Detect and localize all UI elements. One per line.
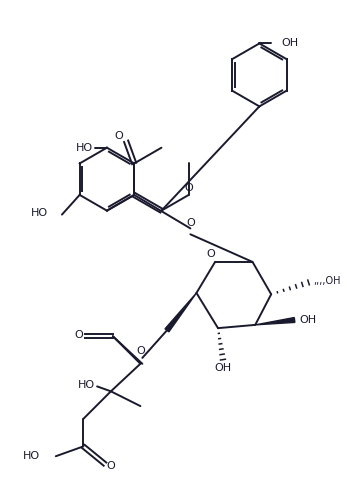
- Text: O: O: [136, 346, 145, 356]
- Text: O: O: [207, 249, 215, 259]
- Text: O: O: [186, 218, 195, 228]
- Text: OH: OH: [281, 38, 298, 48]
- Polygon shape: [165, 293, 196, 332]
- Text: HO: HO: [31, 208, 48, 218]
- Text: ,,,,OH: ,,,,OH: [313, 276, 341, 286]
- Text: O: O: [107, 461, 115, 471]
- Text: HO: HO: [78, 380, 95, 390]
- Text: OH: OH: [214, 364, 231, 374]
- Text: O: O: [74, 330, 83, 340]
- Polygon shape: [255, 318, 295, 325]
- Text: HO: HO: [76, 142, 93, 152]
- Text: O: O: [184, 183, 193, 193]
- Text: HO: HO: [23, 451, 40, 461]
- Text: OH: OH: [299, 315, 316, 325]
- Text: O: O: [115, 132, 124, 141]
